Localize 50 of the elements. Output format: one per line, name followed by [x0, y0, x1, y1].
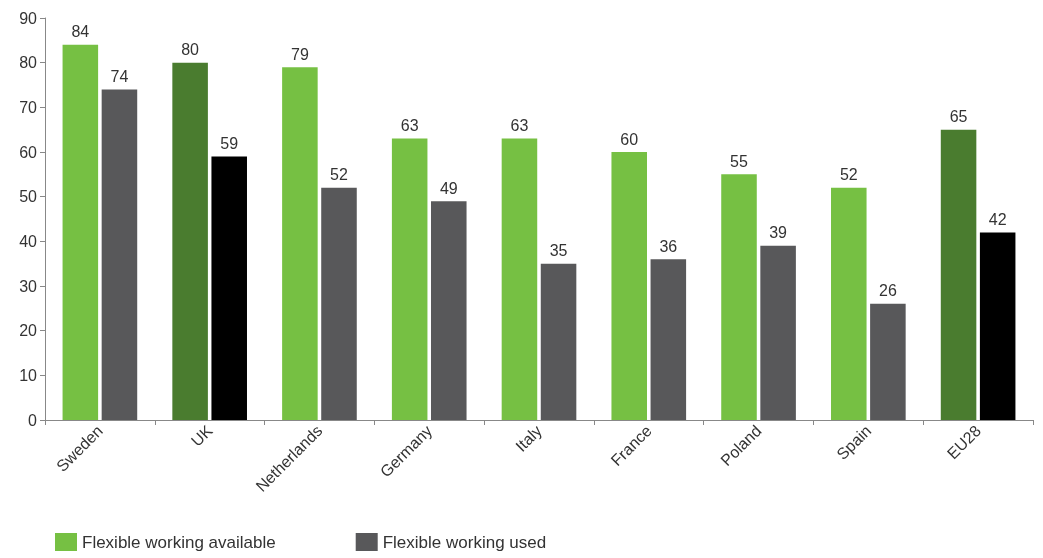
bar — [650, 259, 687, 420]
data-label: 36 — [659, 237, 678, 255]
data-label: 63 — [510, 117, 529, 135]
bar — [321, 187, 357, 420]
data-label: 79 — [291, 45, 309, 63]
bar — [62, 44, 99, 420]
bar — [172, 62, 208, 420]
data-label: 84 — [71, 23, 90, 41]
data-label: 65 — [949, 108, 968, 126]
legend-label: Flexible working available — [82, 532, 276, 552]
data-label: 55 — [730, 152, 748, 170]
bar — [431, 201, 467, 420]
bar — [940, 129, 977, 420]
x-tick-label: Italy — [512, 421, 546, 455]
bar — [391, 138, 428, 420]
bar — [831, 187, 867, 420]
y-tick-label: 10 — [19, 366, 38, 384]
y-tick-label: 50 — [19, 188, 38, 206]
y-tick-label: 80 — [19, 54, 38, 72]
y-tick-label: 90 — [19, 9, 38, 27]
data-label: 52 — [839, 166, 858, 184]
data-label: 63 — [400, 117, 419, 135]
bar — [501, 138, 538, 420]
bar — [611, 152, 647, 420]
bar — [760, 245, 796, 420]
y-tick-label: 30 — [19, 277, 38, 295]
y-tick-label: 0 — [28, 411, 38, 429]
bar — [282, 67, 318, 420]
data-label: 59 — [220, 134, 239, 152]
bar — [870, 303, 906, 420]
y-tick-label: 40 — [19, 232, 38, 250]
data-label: 26 — [878, 282, 897, 300]
data-label: 74 — [110, 67, 129, 85]
y-tick-label: 70 — [19, 98, 38, 116]
data-label: 35 — [549, 242, 568, 260]
y-tick-label: 60 — [19, 143, 38, 161]
bar — [979, 232, 1016, 420]
bar — [721, 174, 757, 420]
data-label: 52 — [330, 166, 348, 184]
bar — [540, 263, 577, 420]
data-label: 49 — [439, 179, 458, 197]
legend-label: Flexible working used — [382, 532, 547, 552]
bar — [211, 156, 247, 420]
data-label: 39 — [769, 224, 788, 242]
x-tick-label: UK — [187, 421, 216, 450]
data-label: 80 — [181, 41, 200, 59]
data-label: 60 — [620, 130, 639, 148]
data-label: 42 — [988, 210, 1007, 228]
bar — [101, 89, 138, 420]
y-tick-label: 20 — [19, 322, 38, 340]
